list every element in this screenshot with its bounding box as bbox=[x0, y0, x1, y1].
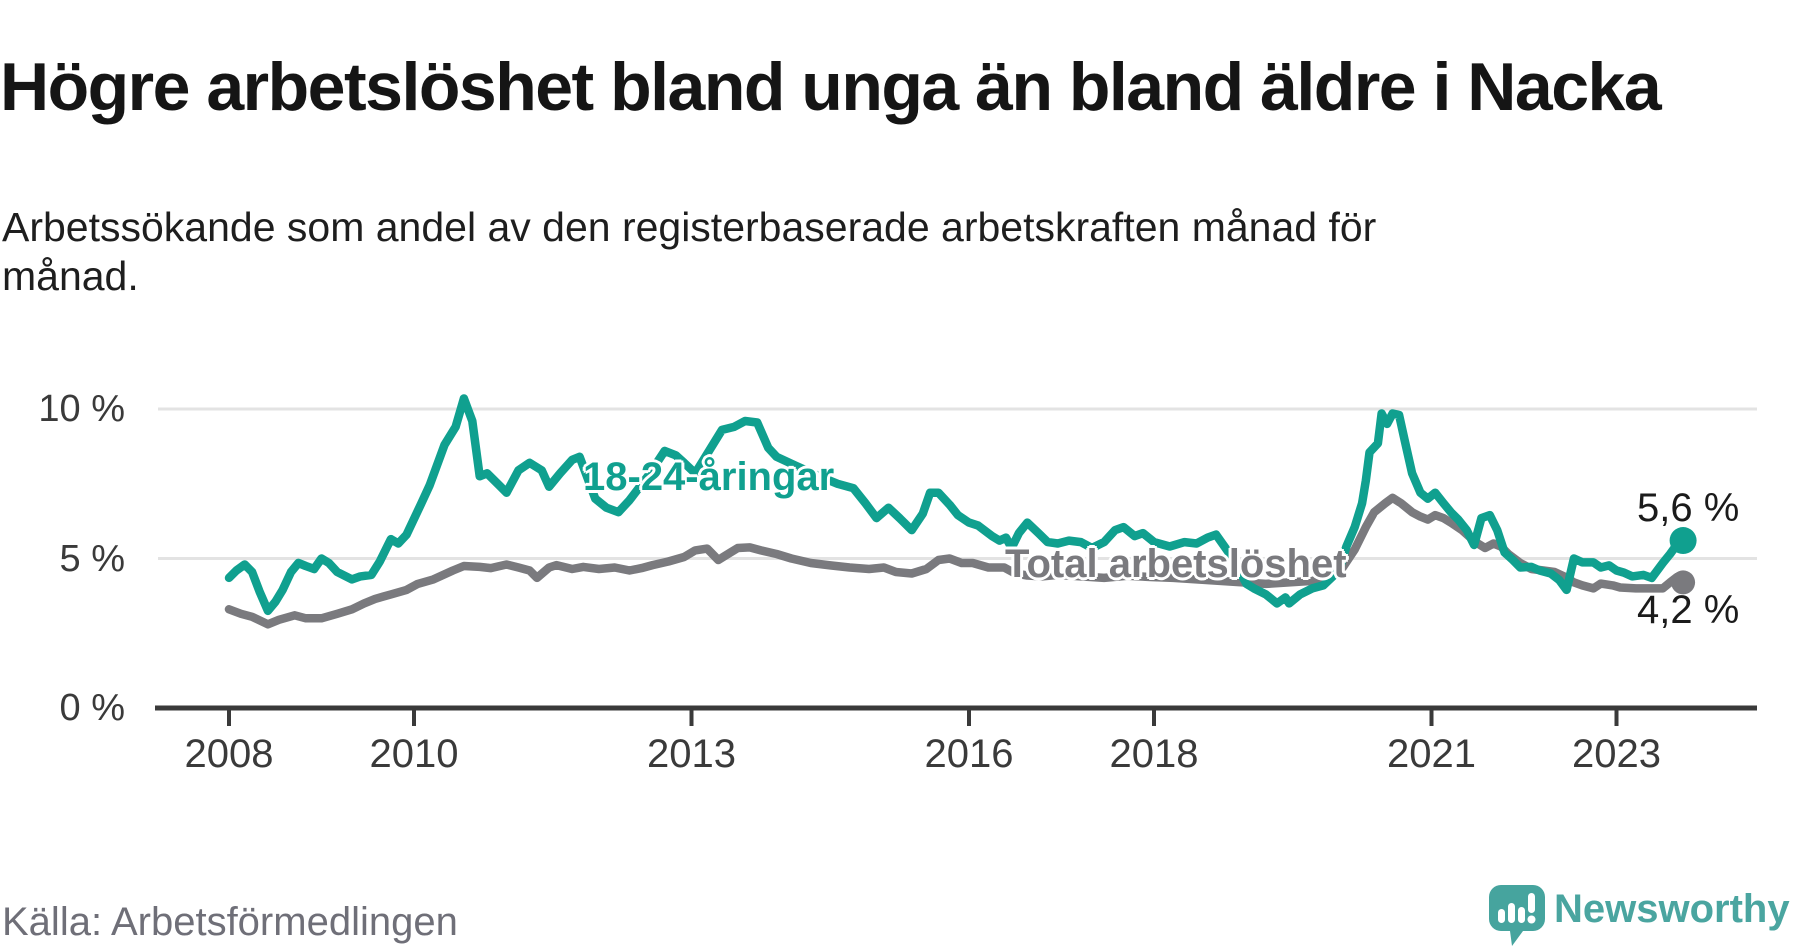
series-line-youth bbox=[224, 394, 1688, 616]
newsworthy-wordmark: Newsworthy bbox=[1554, 887, 1790, 931]
x-tick-label: 2013 bbox=[647, 732, 736, 776]
x-tick-label: 2010 bbox=[369, 732, 459, 776]
x-tick-label: 2008 bbox=[184, 732, 274, 776]
y-tick-label: 0 % bbox=[59, 687, 125, 729]
end-dot-total bbox=[1671, 570, 1696, 595]
source-note: Källa: Arbetsförmedlingen bbox=[2, 900, 458, 944]
end-value-total: 4,2 % bbox=[1637, 588, 1740, 632]
x-tick-label: 2021 bbox=[1387, 732, 1476, 776]
end-value-youth: 5,6 % bbox=[1637, 486, 1740, 530]
y-tick-label: 10 % bbox=[38, 388, 125, 430]
page-subtitle: Arbetssökande som andel av den registerb… bbox=[2, 204, 1377, 300]
y-tick-label: 5 % bbox=[59, 537, 125, 580]
x-tick-label: 2016 bbox=[924, 732, 1014, 776]
page-title: Högre arbetslöshet bland unga än bland ä… bbox=[0, 48, 1662, 125]
x-tick-label: 2018 bbox=[1109, 732, 1199, 776]
x-tick-label: 2023 bbox=[1572, 732, 1661, 776]
newsworthy-icon bbox=[1489, 885, 1545, 946]
newsworthy-logo: Newsworthy bbox=[1489, 884, 1800, 946]
series-label-youth: 18-24-åringar bbox=[583, 455, 835, 499]
series-label-total: Total arbetslöshet bbox=[1005, 542, 1347, 586]
end-dot-youth bbox=[1669, 527, 1697, 555]
